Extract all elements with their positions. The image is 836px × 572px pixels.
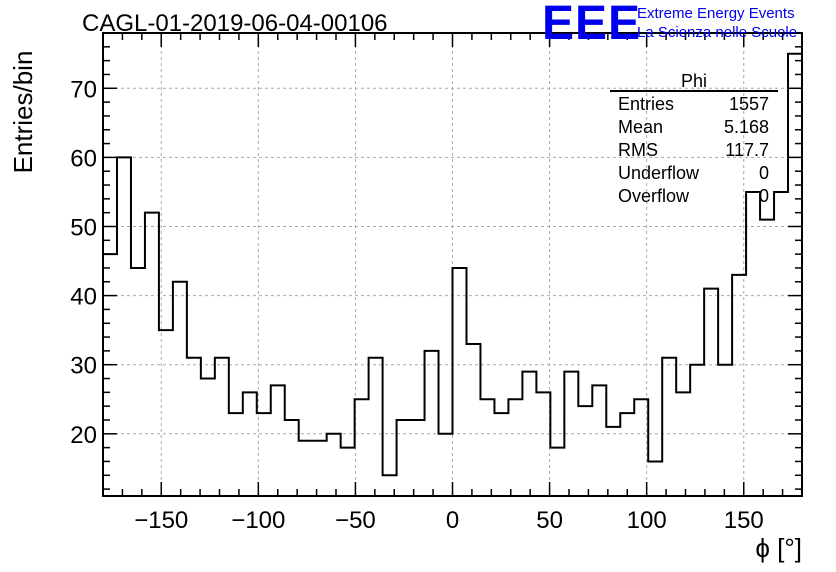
x-tick-label: 50 — [536, 507, 563, 534]
x-tick-label: −50 — [335, 507, 376, 534]
y-tick-label: 70 — [70, 76, 97, 103]
stats-box: Phi Entries 1557 Mean 5.168 RMS 117.7 Underflo… — [610, 71, 778, 206]
logo-caption-line1: Extreme Energy Events — [637, 5, 795, 22]
stats-row-label: Mean — [618, 117, 663, 137]
histogram-bin — [704, 289, 718, 496]
histogram-bin — [718, 365, 732, 496]
histogram-bin — [425, 351, 439, 496]
histogram-bin — [453, 268, 467, 496]
histogram-bin — [788, 54, 802, 496]
histogram-bin — [201, 379, 215, 496]
histogram-bin — [536, 392, 550, 496]
x-tick-label: −150 — [134, 507, 188, 534]
x-tick-label: 150 — [724, 507, 764, 534]
histogram-bin — [648, 461, 662, 496]
histogram-bin — [634, 399, 648, 496]
stats-row-value: 117.7 — [725, 140, 769, 160]
x-axis-label: ϕ [°] — [755, 533, 802, 563]
logo-caption-line2: La Scienza nelle Scuole — [637, 24, 798, 41]
stats-title: Phi — [681, 71, 707, 91]
histogram-bin — [285, 420, 299, 496]
stats-row-label: Overflow — [618, 186, 690, 206]
stats-row-value: 5.168 — [724, 117, 769, 137]
histogram-bin — [774, 192, 788, 496]
histogram-bin — [620, 413, 634, 496]
y-tick-label: 50 — [70, 214, 97, 241]
stats-row-value: 1557 — [729, 94, 769, 114]
histogram-bin — [299, 441, 313, 496]
histogram-bin — [173, 282, 187, 496]
histogram-outline — [103, 52, 802, 477]
histogram-bin — [103, 254, 117, 496]
histogram-bin — [494, 413, 508, 496]
histogram-bin — [341, 448, 355, 496]
histogram-bin — [397, 420, 411, 496]
y-tick-label: 20 — [70, 422, 97, 449]
histogram-bin — [606, 427, 620, 496]
stats-row-label: Underflow — [618, 163, 700, 183]
histogram-bin — [131, 268, 145, 496]
histogram-bin — [480, 399, 494, 496]
histogram-bin — [411, 420, 425, 496]
histogram-bin — [369, 358, 383, 496]
histogram-bin — [466, 344, 480, 496]
histogram-bin — [690, 365, 704, 496]
histogram-bin — [746, 192, 760, 496]
stats-row-value: 0 — [759, 163, 769, 183]
histogram-bin — [327, 434, 341, 496]
plot-title: CAGL-01-2019-06-04-00106 — [82, 10, 388, 37]
histogram-bin — [550, 448, 564, 496]
eee-logo: EEE — [542, 0, 642, 50]
y-tick-label: 60 — [70, 145, 97, 172]
histogram-bin — [313, 441, 327, 496]
histogram-bin — [271, 385, 285, 496]
histogram-bin — [117, 157, 131, 496]
logo-caption: Extreme Energy Events La Scienza nelle S… — [637, 4, 797, 42]
histogram-bin — [145, 213, 159, 496]
y-axis-label: Entries/bin — [8, 51, 38, 174]
x-tick-label: 100 — [627, 507, 667, 534]
histogram-bin — [578, 406, 592, 496]
histogram-bin — [732, 275, 746, 496]
histogram-bin — [760, 220, 774, 496]
histogram-bin — [187, 358, 201, 496]
histogram-bin — [243, 392, 257, 496]
stats-row-label: RMS — [618, 140, 658, 160]
histogram-bin — [215, 358, 229, 496]
y-tick-label: 40 — [70, 284, 97, 311]
histogram-series — [103, 52, 802, 496]
histogram-bin — [676, 392, 690, 496]
histogram-bin — [508, 399, 522, 496]
x-axis: −150 −100 −50 0 50 100 150 — [102, 33, 803, 534]
histogram-bin — [662, 358, 676, 496]
stats-row-value: 0 — [759, 186, 769, 206]
x-tick-label: 0 — [446, 507, 459, 534]
y-tick-label: 30 — [70, 353, 97, 380]
histogram-bin — [439, 434, 453, 496]
histogram-bin — [355, 399, 369, 496]
x-tick-label: −100 — [231, 507, 285, 534]
histogram-bin — [592, 385, 606, 496]
y-axis: 20 30 40 50 60 70 — [70, 32, 802, 490]
stats-row-label: Entries — [618, 94, 674, 114]
histogram-bin — [229, 413, 243, 496]
